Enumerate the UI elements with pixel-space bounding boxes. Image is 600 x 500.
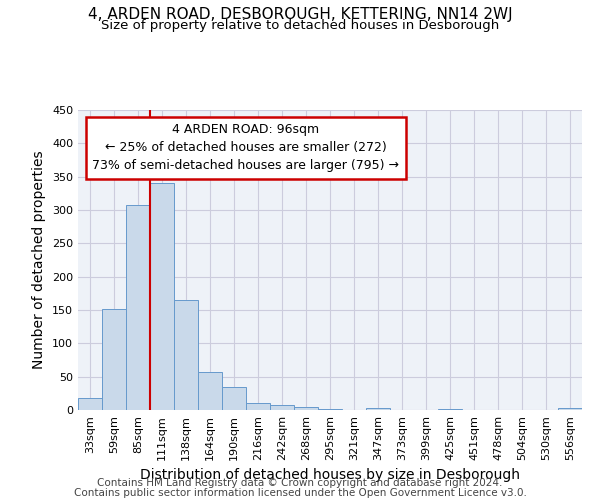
Bar xyxy=(102,308,126,410)
Text: Contains HM Land Registry data © Crown copyright and database right 2024.: Contains HM Land Registry data © Crown c… xyxy=(97,478,503,488)
Bar xyxy=(558,408,582,410)
Bar xyxy=(222,386,246,410)
Bar xyxy=(366,408,390,410)
X-axis label: Distribution of detached houses by size in Desborough: Distribution of detached houses by size … xyxy=(140,468,520,482)
Bar xyxy=(78,398,102,410)
Bar xyxy=(198,372,222,410)
Bar xyxy=(438,408,462,410)
Bar xyxy=(246,404,270,410)
Bar xyxy=(294,408,318,410)
Bar xyxy=(150,184,174,410)
Text: Size of property relative to detached houses in Desborough: Size of property relative to detached ho… xyxy=(101,18,499,32)
Bar xyxy=(318,408,342,410)
Y-axis label: Number of detached properties: Number of detached properties xyxy=(32,150,46,370)
Text: Contains public sector information licensed under the Open Government Licence v3: Contains public sector information licen… xyxy=(74,488,526,498)
Text: 4 ARDEN ROAD: 96sqm
← 25% of detached houses are smaller (272)
73% of semi-detac: 4 ARDEN ROAD: 96sqm ← 25% of detached ho… xyxy=(92,124,400,172)
Text: 4, ARDEN ROAD, DESBOROUGH, KETTERING, NN14 2WJ: 4, ARDEN ROAD, DESBOROUGH, KETTERING, NN… xyxy=(88,8,512,22)
Bar xyxy=(126,206,150,410)
Bar xyxy=(174,300,198,410)
Bar xyxy=(270,406,294,410)
